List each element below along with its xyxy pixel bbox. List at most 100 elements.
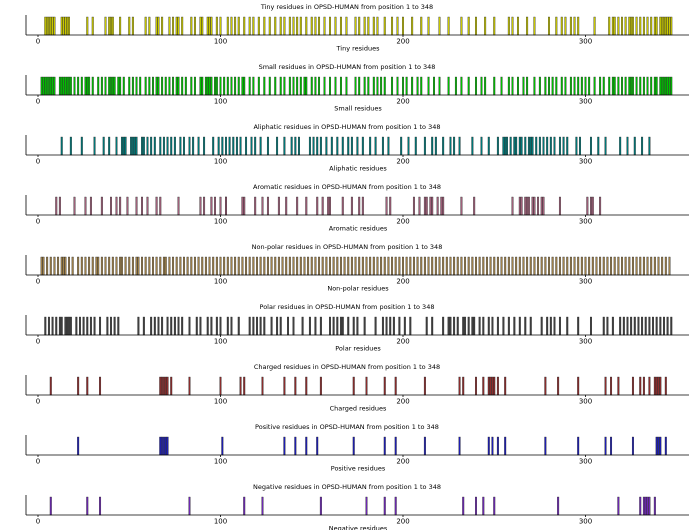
residue-bar: [113, 316, 116, 336]
residue-bar: [150, 136, 153, 156]
residue-bar: [617, 256, 620, 276]
residue-bar: [381, 316, 384, 336]
residue-bar: [40, 256, 43, 276]
residue-bar: [566, 316, 569, 336]
residue-bar: [491, 316, 494, 336]
residue-bar: [631, 436, 634, 456]
residue-bar: [445, 256, 448, 276]
residue-bar: [327, 196, 330, 216]
residue-bar: [520, 196, 523, 216]
residue-bar: [462, 496, 465, 516]
residue-bar: [383, 76, 386, 96]
residue-bar: [141, 196, 144, 216]
residue-bar: [516, 76, 519, 96]
residue-bar: [131, 136, 134, 156]
residue-bar: [513, 136, 516, 156]
residue-bar: [62, 256, 65, 276]
residue-bar: [526, 16, 529, 36]
residue-bar: [431, 316, 434, 336]
residue-bar: [522, 256, 525, 276]
residue-bar: [91, 256, 94, 276]
residue-bar: [285, 256, 288, 276]
residue-bar: [318, 16, 321, 36]
residue-bar: [540, 316, 543, 336]
residue-bar: [206, 76, 209, 96]
residue-bar: [339, 76, 342, 96]
residue-bar: [122, 76, 125, 96]
x-tick-label: 100: [214, 98, 227, 106]
residue-bar: [648, 316, 651, 336]
residue-bar: [148, 256, 151, 276]
residue-bar: [277, 256, 280, 276]
chart-title: Positive residues in OPSD-HUMAN from pos…: [255, 423, 439, 431]
residue-bar: [464, 316, 467, 336]
residue-bar: [288, 256, 291, 276]
x-tick-label: 300: [579, 278, 592, 286]
residue-bar: [329, 256, 331, 276]
residue-bar: [496, 316, 499, 336]
residue-bar: [613, 256, 616, 276]
residue-bar: [518, 316, 521, 336]
residue-bar: [69, 316, 72, 336]
residue-bar: [400, 136, 403, 156]
residue-bar: [183, 256, 185, 276]
residue-bar: [162, 436, 165, 456]
residue-bar: [511, 196, 514, 216]
residue-bar: [352, 436, 355, 456]
residue-bar: [325, 136, 328, 156]
residue-bar: [305, 376, 308, 396]
residue-bar: [533, 196, 536, 216]
residue-bar: [518, 256, 521, 276]
residue-bar: [484, 16, 487, 36]
residue-bar: [128, 256, 131, 276]
residue-bar: [369, 136, 372, 156]
residue-bar: [504, 376, 507, 396]
residue-bar: [336, 256, 339, 276]
residue-bar: [173, 136, 176, 156]
residue-bar: [569, 76, 572, 96]
residue-bar: [120, 256, 123, 276]
residue-bar: [47, 316, 50, 336]
residue-bar: [646, 496, 649, 516]
residue-bar: [414, 136, 417, 156]
residue-bar: [372, 76, 375, 96]
residue-bar: [577, 376, 580, 396]
residue-bar: [502, 316, 505, 336]
residue-bar: [332, 256, 335, 276]
residue-bar: [546, 316, 549, 336]
residue-bar: [190, 76, 193, 96]
residue-bar: [602, 256, 605, 276]
residue-bar: [210, 76, 213, 96]
residue-bar: [631, 16, 634, 36]
residue-bar: [100, 256, 103, 276]
residue-bar: [639, 376, 642, 396]
residue-bar: [153, 136, 156, 156]
residue-bar: [305, 436, 308, 456]
residue-bar: [297, 136, 300, 156]
residue-bar: [292, 256, 295, 276]
residue-bar: [604, 436, 607, 456]
residue-bar: [97, 76, 100, 96]
residue-bar: [164, 436, 167, 456]
residue-bar: [159, 436, 162, 456]
residue-bar: [423, 196, 426, 216]
residue-bar: [524, 196, 527, 216]
residue-bar: [210, 16, 213, 36]
residue-bar: [104, 76, 107, 96]
residue-bar: [146, 196, 149, 216]
residue-bar: [210, 196, 213, 216]
residue-bar: [595, 256, 598, 276]
residue-bar: [383, 436, 386, 456]
residue-bar: [172, 76, 175, 96]
residue-bar: [141, 256, 144, 276]
x-axis-label: Aromatic residues: [329, 225, 388, 233]
residue-bar: [358, 196, 361, 216]
residue-bar: [110, 76, 112, 96]
residue-bar: [347, 316, 350, 336]
residue-bar: [108, 136, 111, 156]
residue-bar: [199, 316, 202, 336]
x-axis-label: Tiny residues: [336, 45, 381, 53]
residue-bar: [301, 316, 304, 336]
residue-bar: [606, 316, 609, 336]
residue-bar: [150, 316, 153, 336]
